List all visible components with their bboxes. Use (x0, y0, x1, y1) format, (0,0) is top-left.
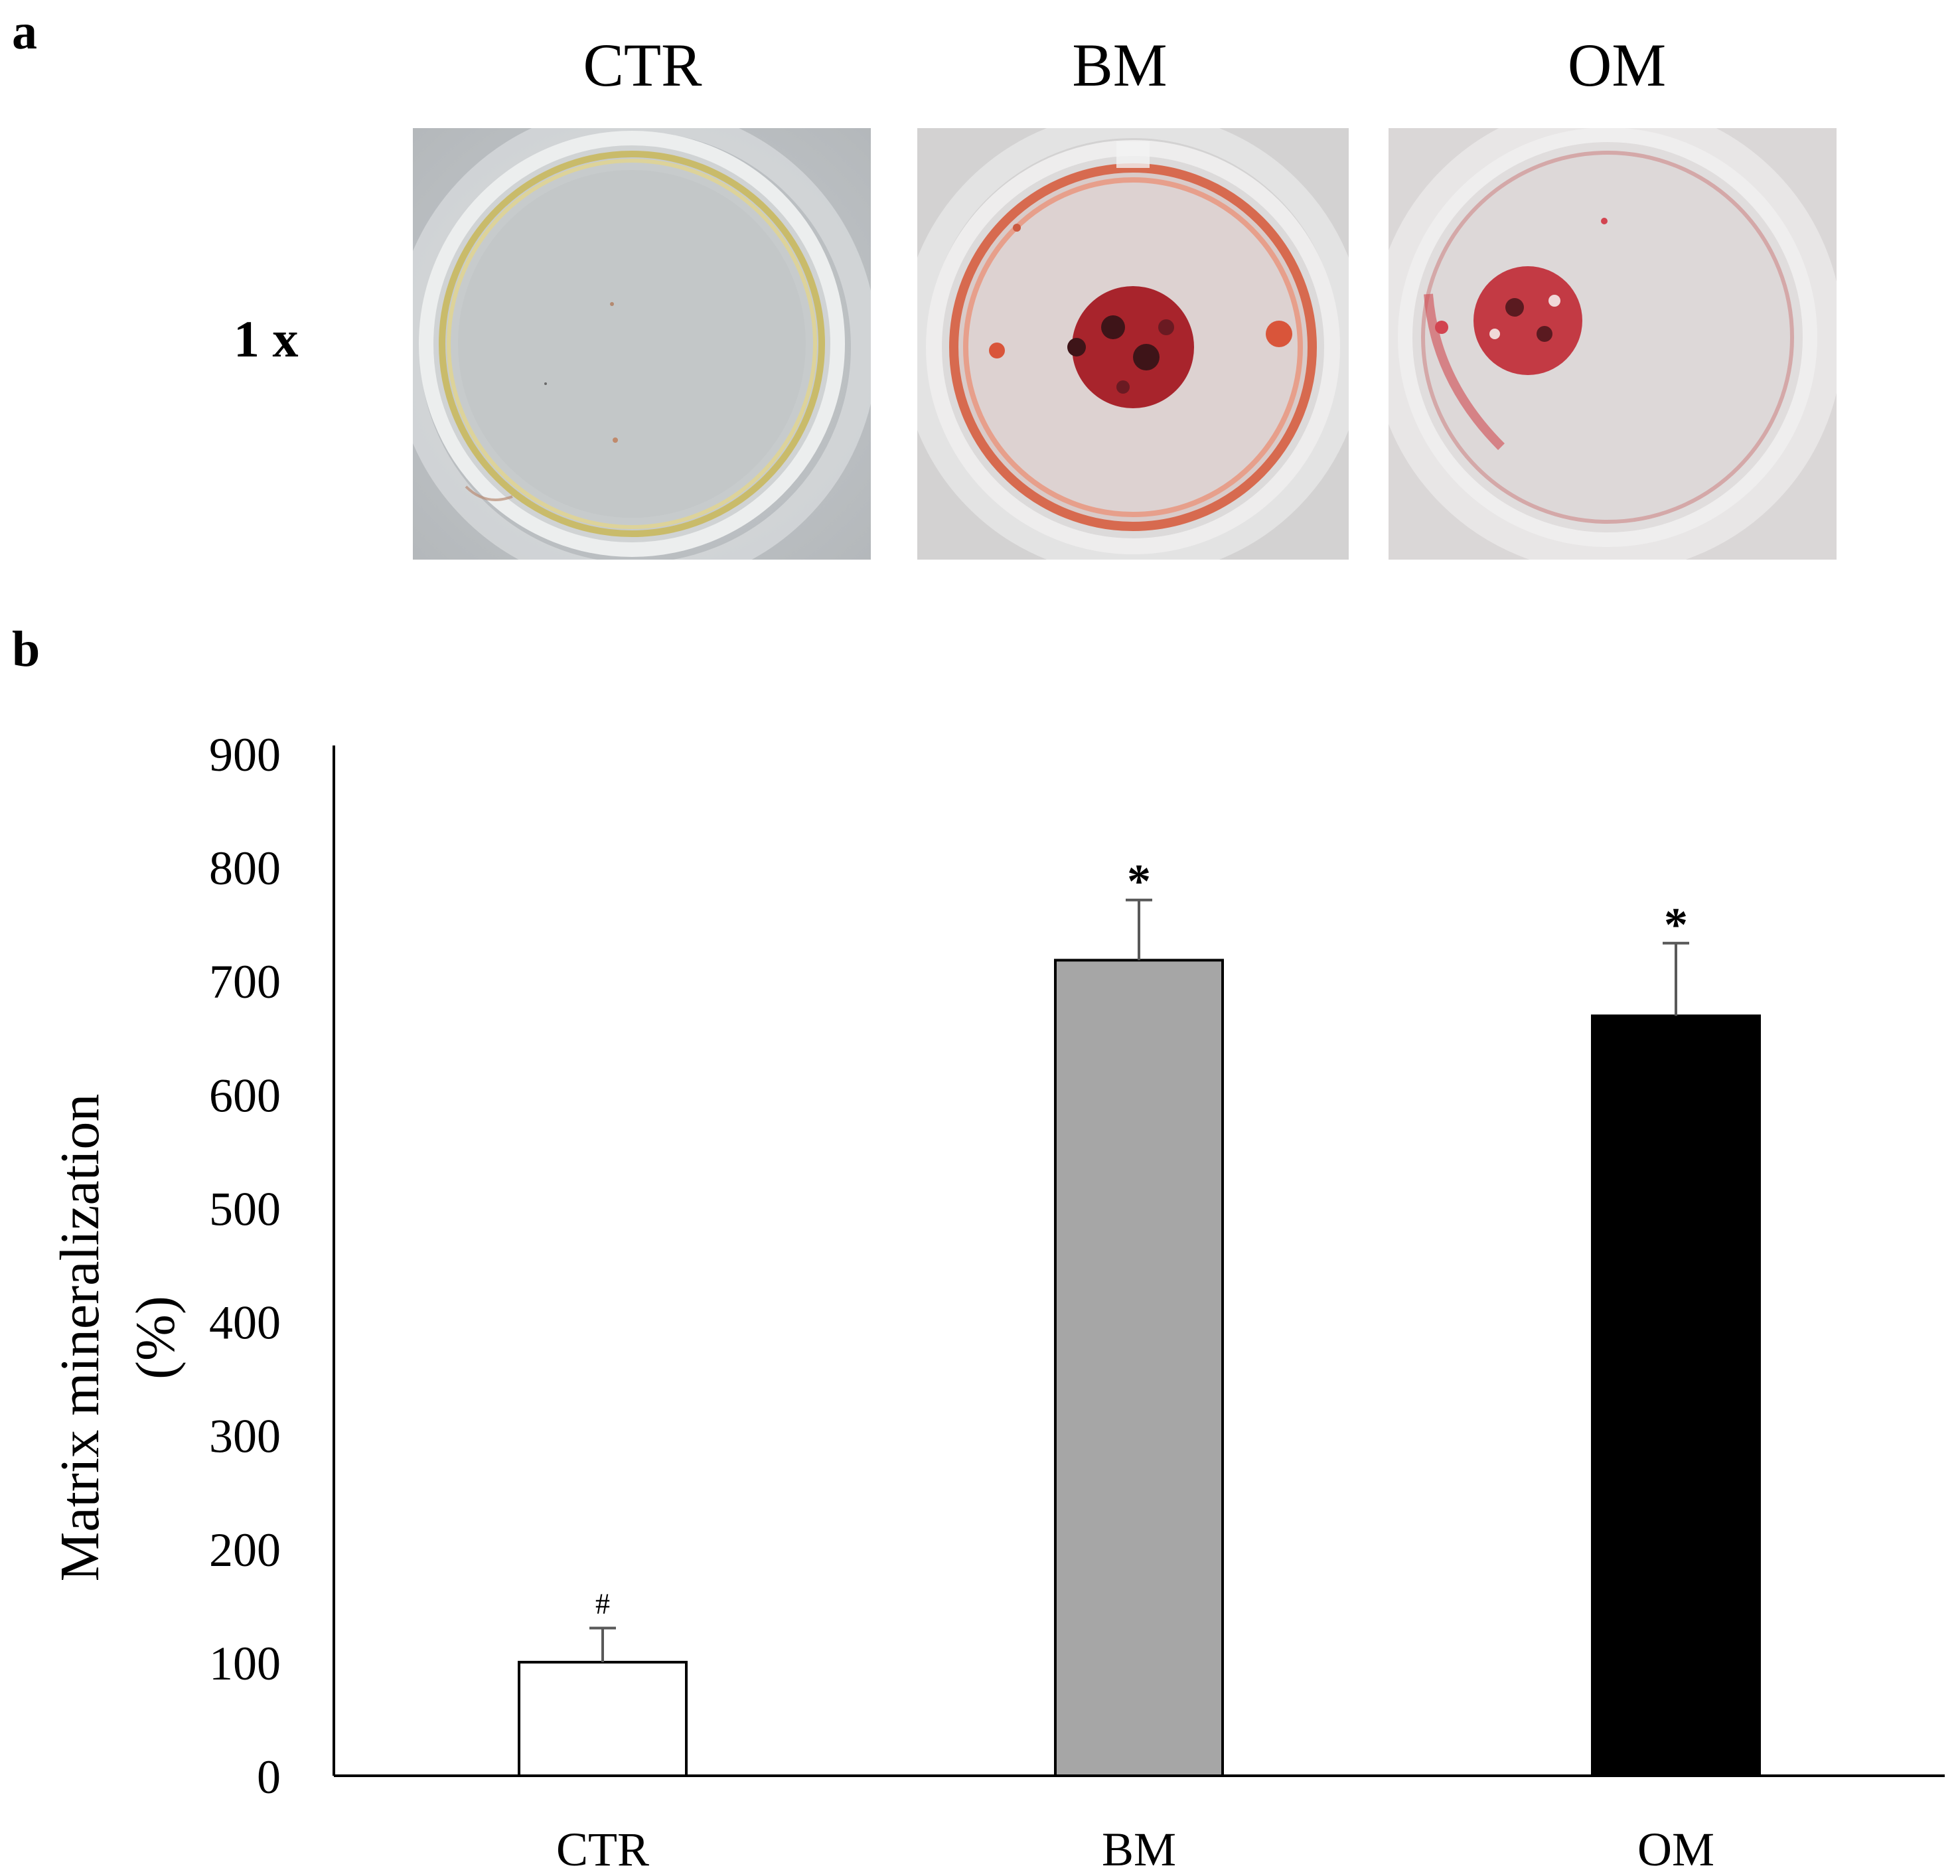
y-tick-label-100: 100 (209, 1637, 281, 1690)
x-tick-label-ctr: CTR (556, 1823, 649, 1876)
bar-ctr (518, 1660, 688, 1778)
significance-mark-bm: * (1127, 855, 1151, 908)
mineralized-nodule-om (1473, 266, 1582, 375)
bar-bm (1054, 959, 1224, 1777)
y-tick-label-400: 400 (209, 1296, 281, 1350)
y-axis-label-line-1: Matrix mineralization (49, 1094, 111, 1582)
well-ctr-illustration (413, 128, 871, 560)
well-om-illustration (1389, 128, 1837, 560)
y-tick-label-900: 900 (209, 728, 281, 781)
y-axis-label-line-2: (%) (125, 1296, 187, 1379)
mineralized-nodule (1072, 286, 1194, 408)
x-tick-label-bm: BM (1102, 1823, 1176, 1876)
y-tick-label-500: 500 (209, 1182, 281, 1235)
panel-a-letter: a (12, 4, 37, 60)
y-tick-label-0: 0 (257, 1751, 281, 1804)
well-photo-om (1389, 128, 1837, 560)
y-tick-label-600: 600 (209, 1069, 281, 1122)
significance-mark-ctr: # (595, 1588, 610, 1620)
panel-b-letter: b (12, 621, 40, 677)
y-tick-label-800: 800 (209, 842, 281, 895)
y-tick-label-200: 200 (209, 1524, 281, 1577)
magnification-label: 1 x (234, 310, 299, 368)
y-tick-label-700: 700 (209, 955, 281, 1008)
column-title-om: OM (1567, 31, 1667, 99)
well-photo-bm (917, 128, 1349, 560)
column-title-ctr: CTR (583, 31, 702, 99)
significance-mark-om: * (1664, 898, 1688, 951)
bar-chart: 0 100 200 300 400 500 600 700 800 900 Matrix miner… (49, 728, 1945, 1876)
bar-om (1591, 1014, 1761, 1777)
well-photo-ctr (413, 128, 871, 560)
x-tick-label-om: OM (1637, 1823, 1714, 1876)
column-title-bm: BM (1072, 31, 1168, 99)
well-bm-illustration (917, 128, 1349, 560)
y-tick-label-300: 300 (209, 1410, 281, 1463)
